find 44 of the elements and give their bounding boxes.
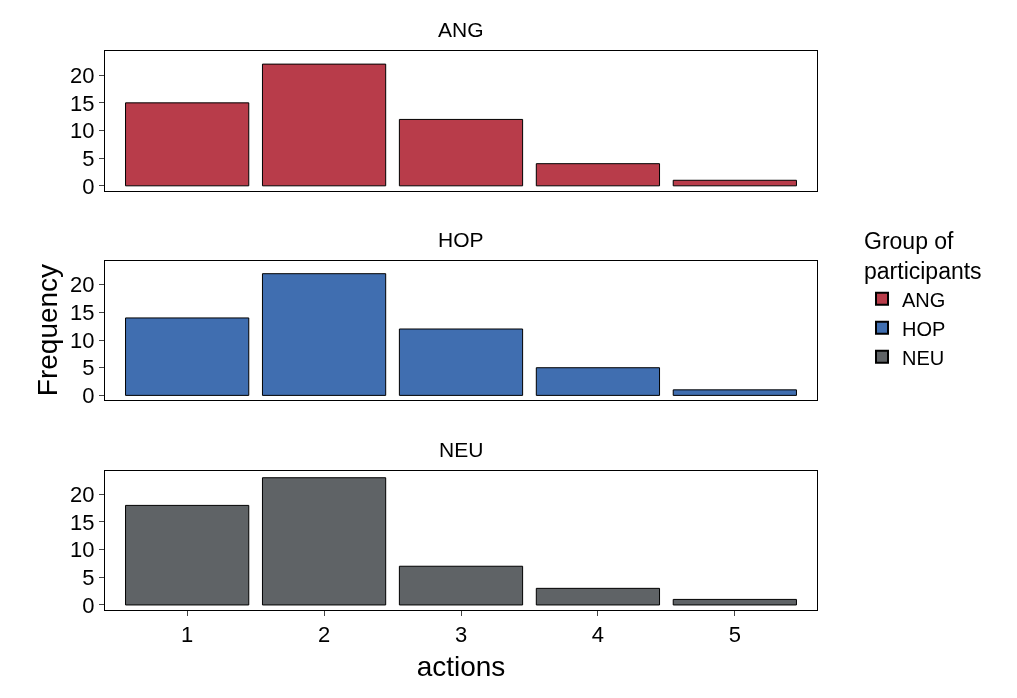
x-axis-title: actions — [416, 651, 506, 683]
bar — [672, 179, 797, 187]
bar — [125, 102, 250, 187]
y-tick-label: 5 — [82, 145, 95, 171]
y-tick-label: 5 — [82, 355, 95, 381]
bar — [398, 118, 524, 187]
y-tick-label: 0 — [82, 173, 95, 199]
bar — [535, 587, 661, 606]
legend-label: ANG — [902, 288, 946, 311]
y-tick-label: 5 — [82, 564, 95, 590]
y-tick-label: 10 — [70, 327, 95, 353]
x-tick-label: 3 — [454, 622, 468, 648]
y-tick-label: 15 — [70, 300, 95, 326]
x-tick-label: 4 — [591, 622, 605, 648]
bar — [672, 389, 797, 396]
legend-label: NEU — [902, 346, 945, 369]
bar — [398, 328, 524, 396]
chart-title: HOP — [438, 228, 484, 251]
bar — [125, 504, 250, 606]
y-tick-label: 10 — [70, 118, 95, 144]
bar — [261, 477, 387, 606]
y-tick-label: 20 — [70, 482, 95, 508]
y-tick-label: 15 — [70, 90, 95, 116]
bar — [535, 163, 661, 187]
bar — [261, 63, 387, 187]
y-tick-label: 15 — [70, 509, 95, 535]
y-tick-label: 20 — [70, 62, 95, 88]
y-axis-title: Frequency — [31, 263, 63, 397]
bar — [672, 598, 797, 606]
y-tick-label: 10 — [70, 537, 95, 563]
bar — [261, 273, 387, 396]
chart-title: ANG — [438, 18, 484, 41]
legend-label: HOP — [902, 317, 946, 340]
bar — [535, 367, 661, 396]
y-tick-label: 20 — [70, 272, 95, 298]
legend-title: Group of participants — [864, 228, 982, 285]
x-tick-label: 5 — [728, 622, 741, 648]
chart-title: NEU — [439, 438, 484, 461]
bar — [398, 565, 524, 606]
x-tick-label: 2 — [317, 622, 331, 648]
y-tick-label: 0 — [82, 383, 95, 409]
y-tick-label: 0 — [82, 592, 95, 618]
bar — [125, 317, 250, 396]
x-tick-label: 1 — [181, 622, 194, 648]
